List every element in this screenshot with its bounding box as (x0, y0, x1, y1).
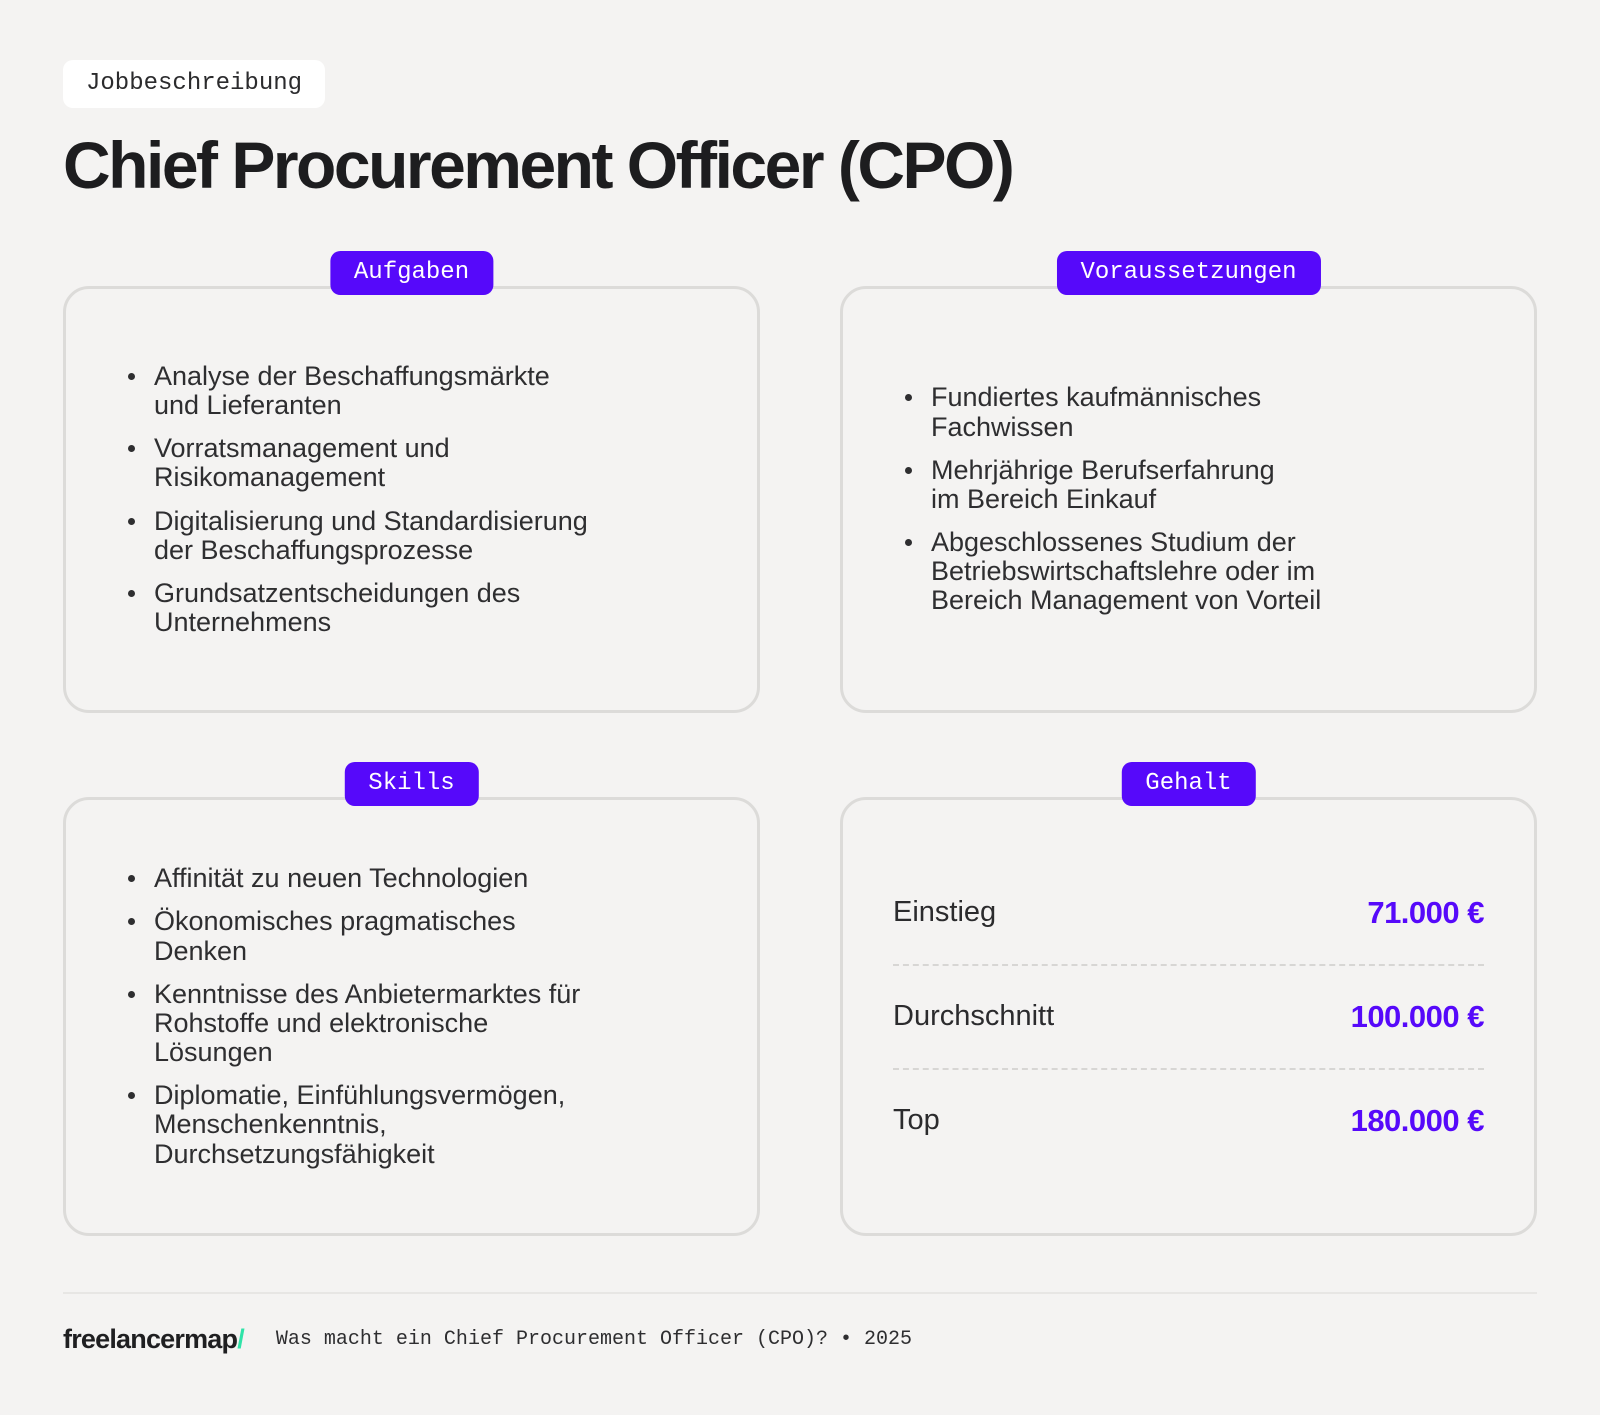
salary-row: Durchschnitt 100.000 € (893, 966, 1485, 1068)
bullet-icon (905, 466, 912, 474)
list-item: Grundsatzentscheidungen des Unternehmens (116, 577, 707, 637)
list-item-text: Diplomatie, Einfühlungsvermögen, Mensche… (154, 1080, 566, 1169)
list-item: Fundiertes kaufmännisches Fachwissen (893, 383, 1484, 441)
list-item: Affinität zu neuen Technologien (116, 864, 707, 893)
card-voraussetzungen: Voraussetzungen Fundiertes kaufmännische… (840, 251, 1537, 713)
eyebrow-badge: Jobbeschreibung (63, 60, 326, 108)
voraussetzungen-list: Fundiertes kaufmännisches Fachwissen Meh… (893, 383, 1484, 615)
list-item-text: Abgeschlossenes Studium der Betriebswirt… (931, 527, 1322, 616)
list-item-text: Affinität zu neuen Technologien (154, 863, 529, 894)
list-item: Ökonomisches pragmatisches Denken (116, 907, 707, 965)
page-title: Chief Procurement Officer (CPO) (63, 128, 1015, 202)
salary-value: 71.000 € (1367, 894, 1484, 930)
list-item-text: Analyse der Beschaffungsmärkte und Liefe… (154, 360, 550, 421)
bullet-icon (905, 539, 912, 547)
bullet-icon (128, 445, 135, 453)
list-item-text: Fundiertes kaufmännisches Fachwissen (931, 382, 1262, 442)
list-item: Diplomatie, Einfühlungsvermögen, Mensche… (116, 1081, 707, 1168)
list-item: Abgeschlossenes Studium der Betriebswirt… (893, 527, 1484, 616)
salary-row: Einstieg 71.000 € (893, 862, 1484, 964)
list-item: Kenntnisse des Anbietermarktes für Rohst… (116, 978, 707, 1068)
card-aufgaben: Aufgaben Analyse der Beschaffungsmärkte … (63, 251, 760, 713)
bullet-icon (128, 517, 135, 525)
salary-divider (893, 1067, 1484, 1070)
card-grid: Aufgaben Analyse der Beschaffungsmärkte … (63, 251, 1537, 1236)
list-item-text: Grundsatzentscheidungen des Unternehmens (154, 577, 521, 637)
bullet-icon (128, 589, 135, 597)
bullet-icon (128, 372, 135, 380)
list-item: Digitalisierung und Standardisierung der… (116, 505, 707, 565)
infographic-page: Jobbeschreibung Chief Procurement Office… (63, 60, 1537, 1355)
card-skills-badge: Skills (344, 762, 479, 806)
list-item-text: Ökonomisches pragmatisches Denken (154, 906, 516, 966)
bullet-icon (128, 990, 135, 998)
salary-label: Durchschnitt (893, 1000, 1055, 1032)
brand-logo-text: freelancermap (63, 1324, 238, 1354)
card-gehalt: Gehalt Einstieg 71.000 € Durchschnitt 10… (840, 762, 1537, 1236)
list-item-text: Mehrjährige Berufserfahrung im Bereich E… (931, 454, 1275, 514)
salary-label: Einstieg (893, 896, 997, 928)
list-item: Analyse der Beschaffungsmärkte und Liefe… (116, 360, 707, 421)
bullet-icon (128, 875, 135, 883)
list-item: Vorratsmanagement und Risikomanagement (116, 434, 707, 492)
card-skills: Skills Affinität zu neuen Technologien Ö… (63, 762, 760, 1236)
list-item-text: Kenntnisse des Anbietermarktes für Rohst… (154, 978, 581, 1068)
card-voraussetzungen-badge: Voraussetzungen (1056, 251, 1321, 295)
card-gehalt-badge: Gehalt (1121, 762, 1256, 806)
bullet-icon (128, 1092, 135, 1100)
salary-row: Top 180.000 € (893, 1070, 1485, 1172)
brand-logo: freelancermap/ (63, 1324, 245, 1355)
list-item-text: Vorratsmanagement und Risikomanagement (154, 433, 450, 493)
list-item-text: Digitalisierung und Standardisierung der… (154, 505, 588, 565)
bullet-icon (905, 394, 912, 402)
list-item: Mehrjährige Berufserfahrung im Bereich E… (893, 454, 1484, 514)
card-aufgaben-badge: Aufgaben (329, 251, 494, 295)
skills-list: Affinität zu neuen Technologien Ökonomis… (116, 864, 707, 1168)
footer: freelancermap/ Was macht ein Chief Procu… (63, 1324, 1537, 1355)
footer-divider (63, 1292, 1537, 1294)
bullet-icon (128, 918, 135, 926)
brand-slash-icon: / (237, 1324, 244, 1354)
footer-caption: Was macht ein Chief Procurement Officer … (275, 1328, 913, 1351)
salary-label: Top (893, 1104, 940, 1136)
salary-table: Einstieg 71.000 € Durchschnitt 100.000 €… (893, 862, 1485, 1172)
salary-value: 100.000 € (1350, 998, 1485, 1034)
salary-value: 180.000 € (1350, 1102, 1485, 1138)
salary-divider (893, 963, 1484, 966)
aufgaben-list: Analyse der Beschaffungsmärkte und Liefe… (116, 360, 707, 637)
